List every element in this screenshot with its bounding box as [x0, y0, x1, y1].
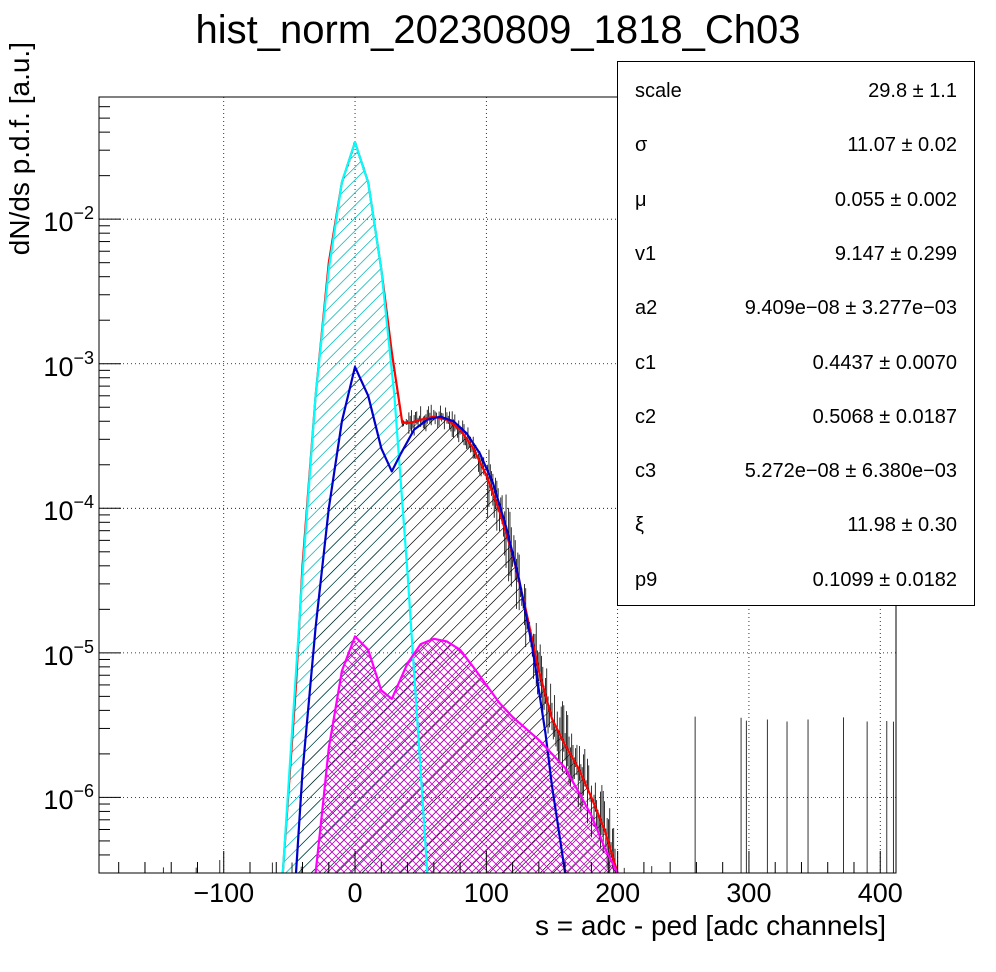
fit-parameter-row: ξ 11.98 ± 0.30	[618, 496, 974, 550]
fit-parameter-name: σ	[635, 134, 648, 157]
fit-parameter-value: 9.409e−08 ± 3.277e−03	[744, 297, 957, 320]
fit-parameter-value: 29.8 ± 1.1	[868, 80, 957, 102]
series-curve-1	[281, 141, 429, 873]
series-curve-3	[314, 635, 619, 873]
x-tick-label: −100	[193, 878, 255, 908]
fit-curves	[281, 141, 619, 873]
y-tick-label: 10−4	[43, 492, 94, 527]
chart-title: hist_norm_20230809_1818_Ch03	[195, 8, 801, 52]
fit-parameter-value: 0.055 ± 0.002	[834, 188, 957, 211]
fit-parameter-row: c3 5.272e−08 ± 6.380e−03	[618, 442, 974, 496]
x-tick-label: 300	[726, 878, 772, 908]
fit-parameter-row: p9 0.1099 ± 0.0182	[618, 551, 974, 605]
fill-areas	[282, 142, 618, 873]
y-tick-label: 10−5	[43, 636, 94, 671]
fit-parameter-name: c2	[635, 405, 657, 428]
fit-parameter-name: ξ	[635, 514, 644, 537]
x-tick-label: 400	[857, 878, 903, 908]
fit-parameter-name: a2	[635, 297, 658, 320]
x-tick-label: 100	[463, 878, 509, 908]
series-curve-2	[294, 365, 567, 873]
fit-parameter-row: a2 9.409e−08 ± 3.277e−03	[618, 279, 974, 333]
fit-parameter-name: v1	[635, 242, 657, 265]
fit-parameter-value: 0.4437 ± 0.0070	[812, 351, 957, 374]
fit-parameter-row: v1 9.147 ± 0.299	[618, 225, 974, 279]
fit-parameter-name: c3	[635, 460, 657, 483]
fit-parameter-name: p9	[635, 568, 658, 591]
fit-parameter-row: c1 0.4437 ± 0.0070	[618, 334, 974, 388]
fit-parameter-name: c1	[635, 351, 657, 374]
x-tick-label: 200	[595, 878, 641, 908]
y-tick-label: 10−3	[43, 347, 94, 382]
y-tick-label: 10−2	[43, 203, 94, 238]
x-axis-label: s = adc - ped [adc channels]	[535, 910, 886, 941]
fit-parameter-row: σ 11.07 ± 0.02	[618, 116, 974, 170]
fit-parameter-value: 0.5068 ± 0.0187	[812, 405, 957, 428]
fit-parameter-value: 0.1099 ± 0.0182	[812, 568, 957, 591]
fit-parameter-row: c2 0.5068 ± 0.0187	[618, 388, 974, 442]
fit-parameters-box: scale 29.8 ± 1.1 σ 11.07 ± 0.02 μ 0.055 ± 0.0…	[617, 61, 975, 606]
fit-parameter-name: scale	[635, 80, 682, 102]
fit-parameter-row: μ 0.055 ± 0.002	[618, 171, 974, 225]
fit-parameter-value: 11.07 ± 0.02	[847, 134, 957, 157]
x-tick-label: 0	[347, 878, 363, 908]
fit-parameter-value: 5.272e−08 ± 6.380e−03	[744, 460, 957, 483]
axis-ticks	[99, 96, 881, 874]
fit-parameter-value: 9.147 ± 0.299	[834, 242, 957, 265]
series-fill-3	[315, 636, 618, 873]
fit-parameter-row: scale 29.8 ± 1.1	[618, 62, 974, 116]
y-tick-label: 10−6	[43, 781, 94, 816]
fit-parameter-name: μ	[635, 188, 647, 211]
fit-parameter-value: 11.98 ± 0.30	[847, 514, 957, 537]
